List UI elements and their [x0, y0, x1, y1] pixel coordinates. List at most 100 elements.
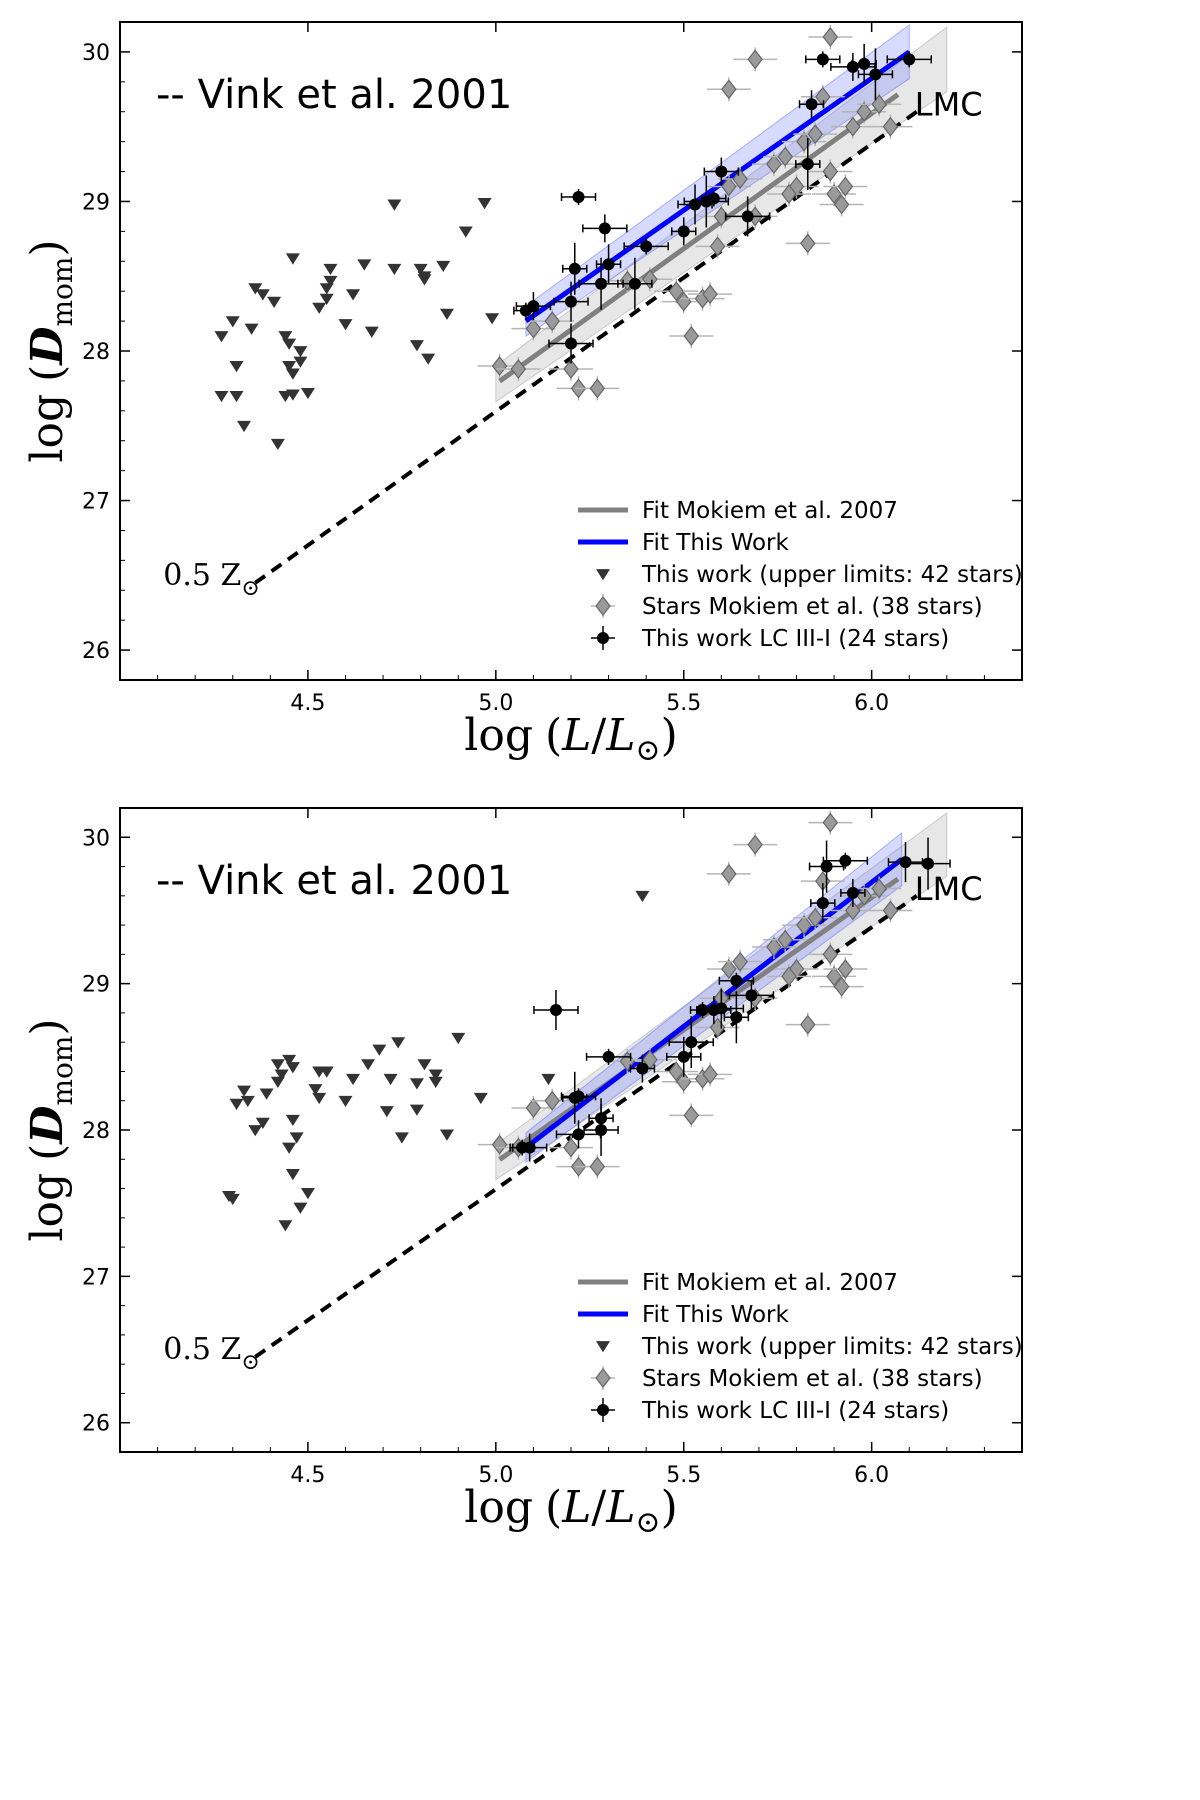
- mokiem-star-marker-32: [882, 900, 899, 921]
- x-label-open: (: [545, 1482, 562, 1533]
- this-work-star-marker-8: [602, 1050, 615, 1063]
- upper-limit-point-31: [421, 353, 436, 365]
- legend-this-work-stars-marker: [591, 1398, 615, 1422]
- legend-this-work-stars-marker: [591, 626, 615, 650]
- this-work-star-11: [668, 1016, 715, 1069]
- legend-this-work-dot: [597, 632, 609, 644]
- upper-limit-point-28: [387, 263, 402, 276]
- this-work-star-3: [562, 242, 588, 295]
- this-work-star-1: [515, 292, 552, 321]
- this-work-star-13: [703, 157, 740, 186]
- upper-limit-point-36: [248, 1125, 263, 1137]
- mokiem-star-marker-26: [826, 966, 842, 987]
- upper-limit-point-31: [451, 1032, 466, 1045]
- this-work-star-marker-12: [707, 192, 720, 205]
- this-work-star-2: [548, 323, 594, 364]
- mokiem-star-marker-37: [800, 1014, 816, 1035]
- upper-limit-point-8: [274, 1069, 289, 1081]
- this-work-star-marker-14: [741, 210, 754, 223]
- mokiem-star-marker-25: [822, 944, 839, 965]
- this-work-star-marker-10: [689, 198, 702, 211]
- mokiem-star-19: [751, 152, 796, 177]
- mokiem-star-marker-36: [781, 183, 797, 204]
- this-work-star-marker-11: [685, 1036, 698, 1049]
- upper-limit-point-18: [293, 346, 308, 358]
- upper-limit-point-12: [293, 356, 308, 368]
- x-tick-label-2: 5.5: [666, 1463, 701, 1488]
- bottom-panel: 4.5 5.0 5.5 6.0 26 27 28 29 30 -- Vink et al. 20…: [22, 807, 1023, 1540]
- mokiem-star-29: [830, 898, 875, 923]
- y-label-d: D: [22, 327, 73, 367]
- mokiem-star-9: [654, 279, 699, 304]
- this-work-star-marker-8: [640, 240, 653, 253]
- mokiem-star-34: [733, 832, 778, 857]
- y-tick-label-4: 30: [82, 41, 110, 66]
- mokiem-star-16: [706, 174, 751, 199]
- mokiem-star-32: [868, 898, 913, 923]
- upper-limit-point-11: [285, 1114, 300, 1127]
- upper-limit-point-27: [417, 1059, 432, 1071]
- mokiem-star-27: [819, 974, 864, 999]
- upper-limit-point-4: [214, 390, 229, 403]
- mokiem-star-marker-4: [563, 358, 579, 379]
- mokiem-star-13: [688, 282, 733, 307]
- y-axis-label: log (Dmom): [22, 239, 79, 462]
- upper-limit-point-8: [285, 253, 300, 265]
- upper-limit-point-6: [259, 1088, 274, 1100]
- this-work-star-marker-2: [549, 1003, 562, 1016]
- mokiem-star-marker-14: [709, 236, 726, 257]
- mokiem-star-20: [763, 927, 808, 952]
- upper-limit-point-10: [282, 338, 297, 350]
- legend-mokiem-stars: Stars Mokiem et al. (38 stars): [642, 1366, 983, 1392]
- legend-this-work-dot: [597, 1404, 609, 1416]
- upper-limit-point-38: [312, 1066, 327, 1078]
- upper-limit-point-33: [541, 1073, 556, 1086]
- this-work-star-14: [698, 988, 745, 1029]
- this-work-star-marker-19: [820, 860, 833, 873]
- mokiem-star-marker-0: [491, 1134, 508, 1155]
- mokiem-star-marker-9: [668, 1061, 684, 1082]
- mokiem-star-marker-23: [807, 124, 824, 145]
- mokiem-star-3: [530, 309, 575, 334]
- x-label-l-sun: L: [605, 1482, 635, 1533]
- this-work-star-marker-20: [839, 854, 852, 867]
- upper-limit-point-1: [237, 1085, 252, 1097]
- mokiem-star-13: [688, 1062, 733, 1087]
- mokiem-star-11: [669, 324, 714, 349]
- mokiem-star-marker-16: [721, 176, 737, 197]
- upper-limit-point-2: [237, 420, 252, 433]
- this-work-star-marker-14: [715, 1002, 728, 1015]
- upper-limit-point-1: [229, 361, 244, 373]
- mokiem-star-22: [782, 129, 827, 154]
- mokiem-star-marker-17: [732, 169, 748, 190]
- upper-limit-point-25: [357, 259, 372, 271]
- mokiem-star-marker-7: [619, 270, 636, 291]
- upper-limit-point-34: [477, 198, 492, 210]
- this-work-star-9: [629, 1054, 656, 1083]
- upper-limit-point-26: [364, 326, 379, 338]
- y-tick-label-3: 29: [82, 190, 110, 215]
- upper-limit-point-17: [282, 361, 297, 373]
- y-tick-label-0: 26: [82, 1412, 110, 1437]
- upper-limit-point-19: [312, 302, 327, 314]
- this-work-star-20: [822, 852, 869, 869]
- upper-limit-point-38: [439, 308, 454, 320]
- upper-limit-point-27: [387, 199, 402, 211]
- y-tick-label-1: 27: [82, 1265, 110, 1290]
- mokiem-star-marker-22: [796, 915, 812, 936]
- legend: Fit Mokiem et al. 2007 Fit This Work Thi…: [578, 1270, 1023, 1424]
- mokiem-star-25: [808, 942, 853, 967]
- this-work-star-19: [857, 48, 894, 101]
- x-label-close: ): [661, 710, 678, 761]
- mokiem-star-23: [793, 905, 838, 930]
- x-tick-label-1: 5.0: [478, 1463, 513, 1488]
- mokiem-star-marker-13: [702, 1064, 718, 1085]
- lmc-annotation: LMC: [915, 870, 983, 908]
- upper-limit-point-15: [270, 438, 285, 451]
- this-work-star-9: [671, 217, 697, 246]
- upper-limit-point-22: [361, 1059, 376, 1071]
- mokiem-star-6: [575, 1154, 620, 1179]
- mokiem-star-28: [823, 957, 868, 981]
- this-work-star-marker-10: [677, 1050, 690, 1063]
